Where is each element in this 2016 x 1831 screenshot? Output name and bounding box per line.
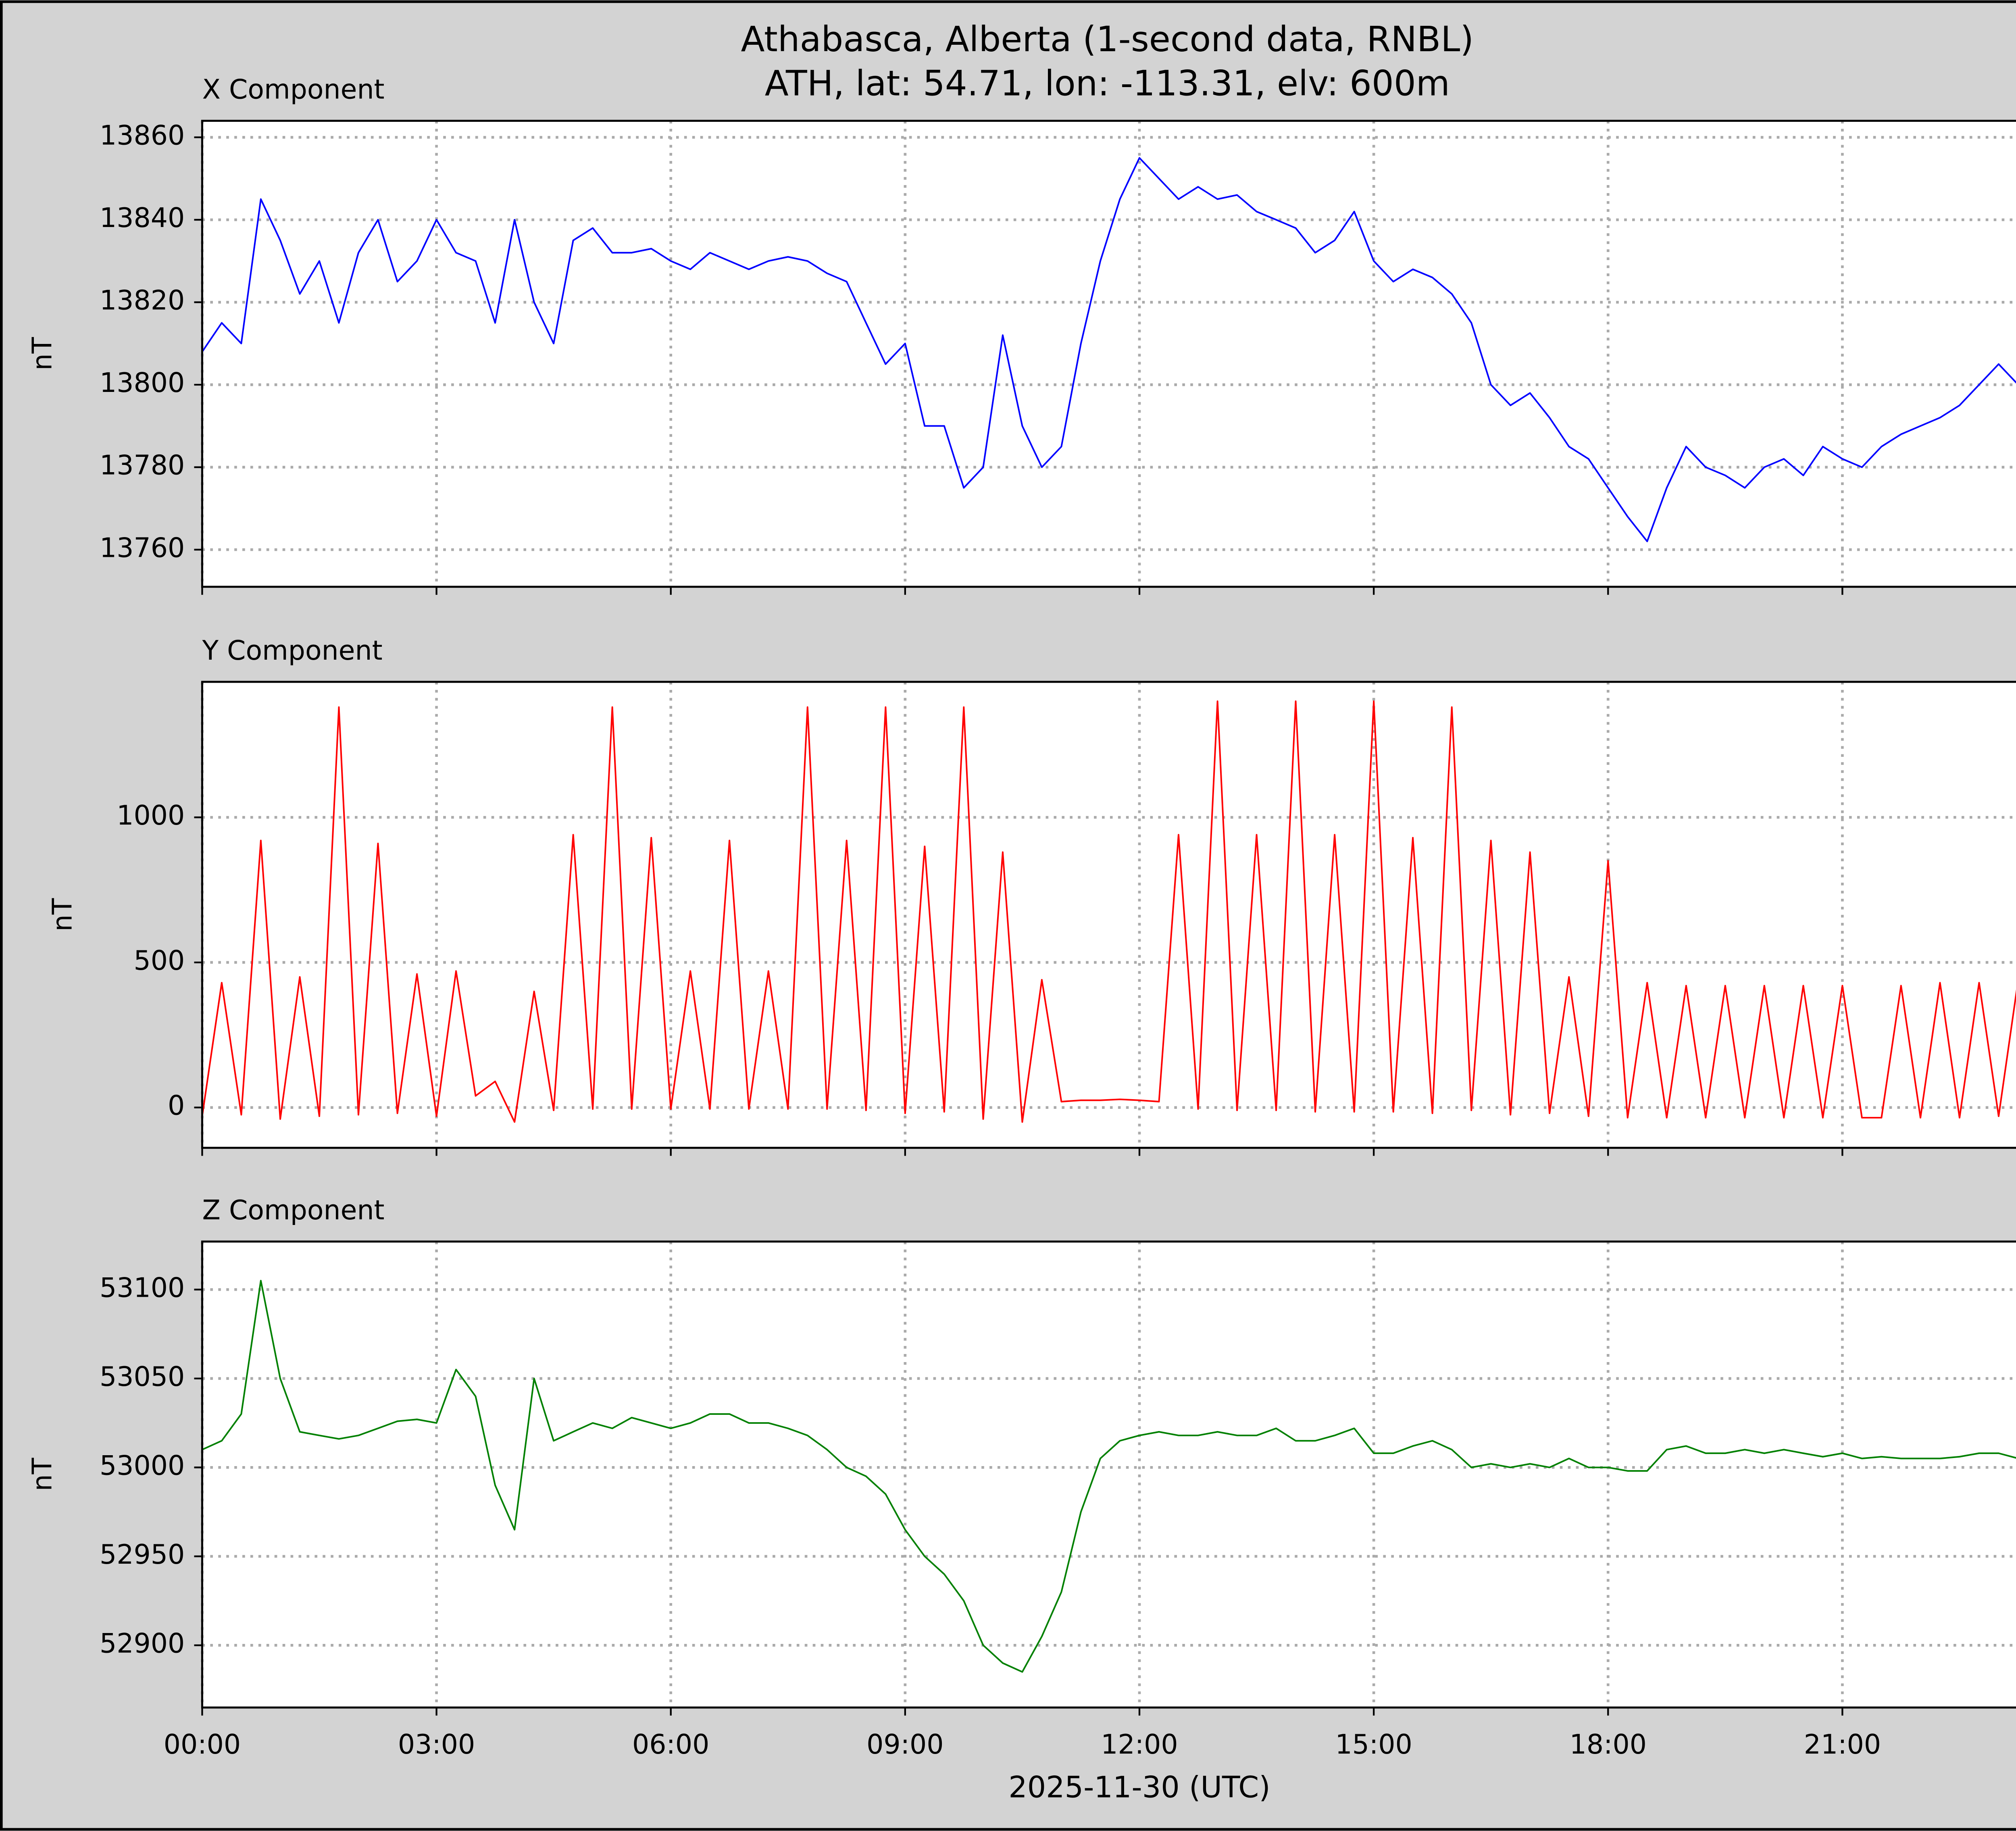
- x-tick-label: 03:00: [398, 1729, 475, 1760]
- y-tick-label: 53100: [100, 1272, 185, 1303]
- figure-title: Athabasca, Alberta (1-second data, RNBL): [741, 19, 1474, 60]
- plot-area: [202, 1241, 2016, 1708]
- y-tick-label: 0: [168, 1090, 185, 1121]
- plot-area: [202, 682, 2016, 1148]
- y-tick-label: 13840: [100, 202, 185, 233]
- y-tick-label: 13860: [100, 120, 185, 151]
- plot-area: [202, 121, 2016, 587]
- y-axis-label: nT: [46, 898, 78, 931]
- x-tick-label: 09:00: [866, 1729, 943, 1760]
- y-axis-label: nT: [27, 1458, 58, 1491]
- y-tick-label: 53000: [100, 1450, 185, 1481]
- y-tick-label: 13820: [100, 285, 185, 316]
- plot-frame: [201, 681, 2016, 1149]
- y-tick-label: 13760: [100, 532, 185, 563]
- panel-title: Z Component: [202, 1194, 384, 1226]
- y-tick-label: 500: [134, 945, 185, 976]
- y-tick-label: 13800: [100, 367, 185, 398]
- panel-title: X Component: [202, 74, 384, 105]
- y-tick-label: 13780: [100, 450, 185, 481]
- plot-frame: [201, 1240, 2016, 1709]
- plot-frame: [201, 120, 2016, 588]
- y-tick-label: 53050: [100, 1361, 185, 1392]
- x-tick-label: 21:00: [1804, 1729, 1881, 1760]
- figure-subtitle: ATH, lat: 54.71, lon: -113.31, elv: 600m: [765, 64, 1450, 104]
- x-tick-label: 15:00: [1335, 1729, 1412, 1760]
- x-tick-label: 00:00: [164, 1729, 241, 1760]
- y-tick-label: 52900: [100, 1627, 185, 1659]
- panel-title: Y Component: [202, 635, 382, 666]
- data-line: [202, 1280, 2016, 1673]
- x-tick-label: 18:00: [1570, 1729, 1647, 1760]
- x-tick-label: 12:00: [1101, 1729, 1178, 1760]
- y-tick-label: 52950: [100, 1539, 185, 1570]
- x-axis-label: 2025-11-30 (UTC): [1008, 1770, 1270, 1804]
- y-tick-label: 1000: [117, 800, 185, 831]
- y-axis-label: nT: [27, 337, 58, 371]
- data-line: [201, 157, 2016, 542]
- x-tick-label: 06:00: [632, 1729, 709, 1760]
- data-line: [201, 700, 2016, 1123]
